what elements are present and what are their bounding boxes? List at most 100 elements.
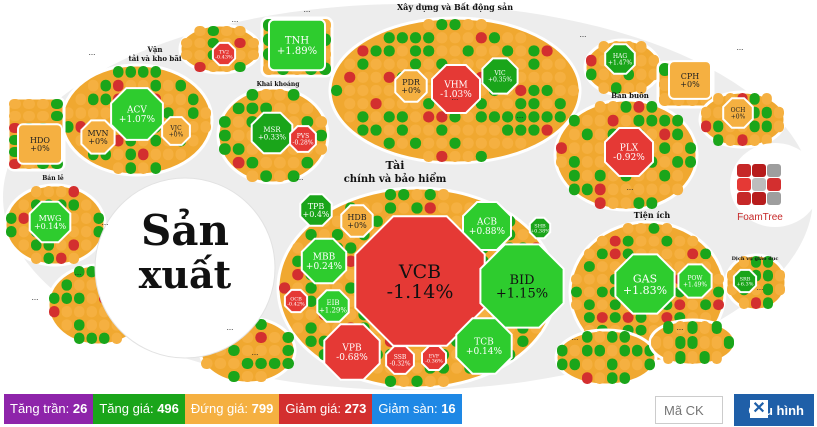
stock-cell[interactable] <box>384 375 397 387</box>
stock-cell[interactable] <box>622 235 634 247</box>
stock-cell[interactable] <box>502 98 514 110</box>
stock-cell[interactable] <box>43 252 55 264</box>
stock-cell[interactable] <box>569 344 581 357</box>
stock-cell[interactable] <box>287 170 300 182</box>
stock-cell[interactable] <box>207 26 219 36</box>
stock-cell[interactable] <box>502 111 514 123</box>
stock-cell[interactable] <box>583 312 595 323</box>
stock-cell[interactable] <box>449 32 461 44</box>
stock-cell[interactable] <box>620 101 632 113</box>
stock-cell[interactable] <box>556 156 567 168</box>
stock-cell[interactable] <box>488 98 501 110</box>
stock-cell[interactable] <box>23 99 35 109</box>
stock-cell[interactable] <box>315 143 327 155</box>
stock-cell[interactable] <box>125 162 137 174</box>
group-bot2[interactable] <box>554 328 658 387</box>
stock-cell[interactable] <box>661 223 673 234</box>
stock-cell[interactable] <box>594 344 606 357</box>
stock-cell[interactable] <box>594 183 606 196</box>
stock-cell[interactable] <box>687 321 698 334</box>
stock-cell[interactable] <box>56 252 67 264</box>
stock-cell[interactable] <box>488 137 501 149</box>
stock-cell[interactable] <box>462 45 474 57</box>
stock-cell[interactable] <box>93 212 105 224</box>
stock-cell[interactable] <box>268 358 281 369</box>
stock-cell[interactable] <box>282 332 294 343</box>
stock-cell[interactable] <box>635 312 647 323</box>
stock-cell[interactable] <box>61 292 73 304</box>
stock-cell[interactable] <box>659 183 671 196</box>
stock-cell[interactable] <box>86 306 98 318</box>
stock-cell[interactable] <box>517 335 529 347</box>
stock-cell[interactable] <box>554 58 566 70</box>
stock-cell[interactable] <box>411 375 423 387</box>
stock-cell[interactable] <box>113 162 124 174</box>
stock-cell[interactable] <box>357 71 369 83</box>
group-bot3[interactable] <box>648 318 737 367</box>
stock-cell[interactable] <box>305 322 317 334</box>
stock-cell[interactable] <box>423 58 435 70</box>
stock-cell[interactable] <box>619 344 631 357</box>
stock-cell[interactable] <box>370 45 382 57</box>
stock-cell[interactable] <box>81 199 92 211</box>
stock-cell[interactable] <box>596 235 608 247</box>
stock-cell[interactable] <box>699 351 710 364</box>
stock-cell[interactable] <box>763 283 773 296</box>
stock-cell[interactable] <box>305 335 317 347</box>
stock-cell[interactable] <box>723 336 734 349</box>
stock-cell[interactable] <box>672 142 684 154</box>
stock-cell[interactable] <box>713 134 724 146</box>
stock-cell[interactable] <box>370 84 382 97</box>
stock-cell[interactable] <box>568 142 580 154</box>
stock-cell[interactable] <box>663 351 674 364</box>
stock-cell[interactable] <box>633 183 645 196</box>
stock-cell[interactable] <box>274 170 286 182</box>
group-sanxuat[interactable] <box>94 177 276 359</box>
stock-cell[interactable] <box>763 269 773 282</box>
stock-cell[interactable] <box>488 32 501 44</box>
stock-cell[interactable] <box>74 306 85 318</box>
stock-cell[interactable] <box>219 116 231 128</box>
stock-cell[interactable] <box>568 156 580 168</box>
stock-cell[interactable] <box>163 93 174 106</box>
stock-cell[interactable] <box>594 156 606 168</box>
stock-cell[interactable] <box>449 111 461 123</box>
stock-cell[interactable] <box>661 312 673 323</box>
stock-cell-evf[interactable] <box>421 345 447 371</box>
stock-cell-srb[interactable] <box>732 268 758 294</box>
stock-cell[interactable] <box>675 351 686 364</box>
stock-cell[interactable] <box>163 79 174 92</box>
stock-cell[interactable] <box>292 255 304 267</box>
stock-cell[interactable] <box>568 128 580 141</box>
stock-cell[interactable] <box>475 137 487 149</box>
stock-cell[interactable] <box>661 248 673 260</box>
stock-cell[interactable] <box>398 202 410 214</box>
stock-cell[interactable] <box>383 32 395 44</box>
stock-cell[interactable] <box>528 84 540 97</box>
stock-cell[interactable] <box>672 169 684 182</box>
stock-cell[interactable] <box>274 102 286 115</box>
stock-cell-msr[interactable] <box>250 111 294 155</box>
stock-cell[interactable] <box>357 45 369 57</box>
stock-cell[interactable] <box>557 344 568 357</box>
stock-cell[interactable] <box>18 239 30 251</box>
stock-cell-pdr[interactable] <box>394 69 428 103</box>
stock-cell[interactable] <box>594 101 606 113</box>
stock-cell[interactable] <box>607 114 619 127</box>
stock-cell[interactable] <box>751 256 761 268</box>
stock-cell[interactable] <box>371 215 383 227</box>
stock-cell[interactable] <box>737 134 748 146</box>
stock-cell[interactable] <box>581 114 593 127</box>
stock-cell[interactable] <box>636 41 647 53</box>
stock-cell-mbb[interactable] <box>300 237 348 285</box>
stock-cell[interactable] <box>711 336 722 349</box>
stock-cell[interactable] <box>74 292 85 304</box>
stock-cell[interactable] <box>607 183 619 196</box>
stock-cell[interactable] <box>594 169 606 182</box>
stock-cell[interactable] <box>554 98 566 110</box>
stock-cell[interactable] <box>619 331 631 343</box>
stock-cell-pow[interactable] <box>677 263 713 299</box>
stock-cell[interactable] <box>635 235 647 247</box>
stock-cell[interactable] <box>557 358 568 371</box>
stock-cell[interactable] <box>451 202 463 214</box>
